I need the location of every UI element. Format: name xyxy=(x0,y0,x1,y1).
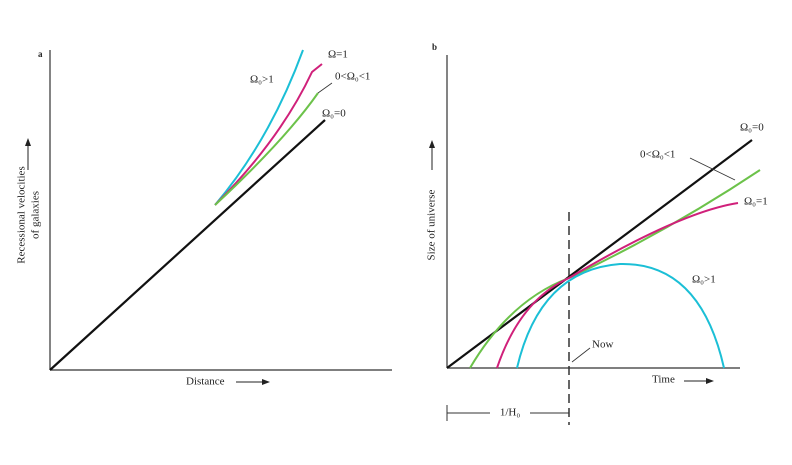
curve xyxy=(214,92,319,206)
curve-label: 0<Ω₀<1 xyxy=(640,149,675,161)
panel-label: b xyxy=(432,42,437,52)
curve xyxy=(214,63,323,206)
y-axis-label: Recessional velocities xyxy=(16,166,28,263)
curve-label: 0<Ω₀<1 xyxy=(335,71,370,83)
curve-label: Ω₀=1 xyxy=(744,196,768,208)
interval-label: 1/H₀ xyxy=(500,407,521,419)
arrow-head xyxy=(706,378,714,384)
curve xyxy=(496,202,739,369)
y-axis-label: Size of universe xyxy=(426,189,438,260)
arrow-head xyxy=(25,138,31,146)
leader xyxy=(317,82,333,94)
leader xyxy=(571,347,591,363)
x-axis-label: Distance xyxy=(186,376,225,388)
curve-label: Ω₀=0 xyxy=(322,108,346,120)
curve-label: Ω₀>1 xyxy=(250,74,274,86)
curve-label: Ω₀=0 xyxy=(740,122,764,134)
leader xyxy=(689,157,736,181)
panel-label: a xyxy=(38,49,43,59)
curve-label: Ω=1 xyxy=(328,49,348,61)
curve xyxy=(516,262,725,369)
curve xyxy=(49,119,326,371)
curve xyxy=(214,49,304,206)
arrow-head xyxy=(429,140,435,148)
y-axis-label: of galaxies xyxy=(30,191,42,239)
curve-label: Ω₀>1 xyxy=(692,274,716,286)
now-label: Now xyxy=(592,339,613,351)
curve xyxy=(469,169,761,369)
panel-b: b Ω₀=0 0<Ω₀<1 Ω₀=1 Ω₀>1 Size of universe… xyxy=(426,42,768,425)
panel-a: a Ω₀>1 Ω=1 0<Ω₀<1 Ω₀=0 Recessional veloc… xyxy=(16,49,392,388)
arrow-head xyxy=(262,379,270,385)
x-axis-label: Time xyxy=(652,374,675,386)
